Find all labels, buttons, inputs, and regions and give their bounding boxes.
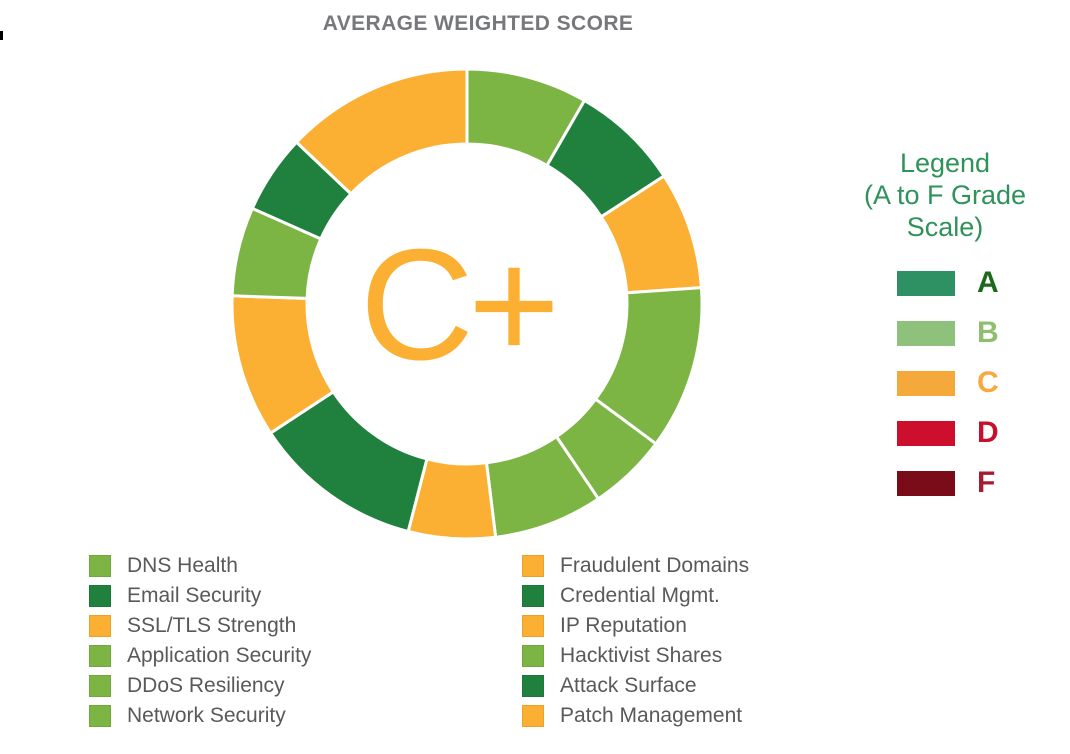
left-edge-artifact — [0, 31, 3, 40]
category-list-item: DDoS Resiliency — [89, 674, 311, 697]
category-list-item: Network Security — [89, 704, 311, 727]
category-list-item: Patch Management — [522, 704, 749, 727]
grade-letter: B — [977, 316, 999, 350]
grade-color-swatch — [897, 270, 955, 296]
legend-row-grade-a: A — [830, 266, 1060, 300]
grade-letter: F — [977, 466, 996, 500]
category-list-item: Email Security — [89, 584, 311, 607]
category-label: Email Security — [127, 584, 262, 607]
legend-row-grade-b: B — [830, 316, 1060, 350]
grade-color-swatch — [897, 320, 955, 346]
grade-letter: A — [977, 266, 999, 300]
category-label: Network Security — [127, 704, 286, 727]
category-list-right: Fraudulent Domains Credential Mgmt. IP R… — [522, 554, 750, 735]
legend-items: A B C D F — [830, 266, 1060, 500]
category-color-swatch — [89, 615, 111, 637]
category-label: Hacktivist Shares — [560, 644, 723, 667]
grade-color-swatch — [897, 370, 955, 396]
legend-title-line2: (A to F Grade Scale) — [863, 179, 1027, 242]
category-color-swatch — [522, 645, 544, 667]
category-list-item: Attack Surface — [522, 674, 749, 697]
legend-row-grade-c: C — [830, 366, 1060, 400]
grade-letter: C — [977, 366, 999, 400]
category-color-swatch — [522, 675, 544, 697]
donut-segment-patch-management[interactable] — [294, 69, 469, 196]
category-color-swatch — [89, 555, 111, 577]
category-color-swatch — [522, 615, 544, 637]
category-color-swatch — [89, 705, 111, 727]
category-label: Credential Mgmt. — [560, 584, 720, 607]
category-label: Application Security — [127, 644, 312, 667]
category-list-item: IP Reputation — [522, 614, 749, 637]
chart-title: AVERAGE WEIGHTED SCORE — [322, 12, 634, 35]
category-list-item: SSL/TLS Strength — [89, 614, 311, 637]
category-label: Patch Management — [560, 704, 743, 727]
grade-legend: Legend (A to F Grade Scale) A B C D F — [830, 148, 1060, 500]
category-list-item: Hacktivist Shares — [522, 644, 749, 667]
category-label: Attack Surface — [560, 674, 697, 697]
category-label: SSL/TLS Strength — [127, 614, 297, 637]
legend-title-line1: Legend — [899, 148, 991, 178]
legend-title: Legend (A to F Grade Scale) — [830, 148, 1060, 244]
category-color-swatch — [522, 555, 544, 577]
category-color-swatch — [89, 675, 111, 697]
legend-row-grade-f: F — [830, 466, 1060, 500]
category-label: IP Reputation — [560, 614, 687, 637]
category-label: DDoS Resiliency — [127, 674, 285, 697]
category-list-item: Application Security — [89, 644, 312, 667]
category-list-item: Fraudulent Domains — [522, 554, 750, 577]
category-color-swatch — [89, 645, 111, 667]
category-list-item: DNS Health — [89, 554, 311, 577]
category-label: DNS Health — [127, 554, 238, 577]
category-list-left: DNS Health Email Security SSL/TLS Streng… — [89, 554, 312, 735]
category-label: Fraudulent Domains — [560, 554, 750, 577]
category-color-swatch — [522, 585, 544, 607]
grade-color-swatch — [897, 470, 955, 496]
grade-letter: D — [977, 416, 999, 450]
category-color-swatch — [89, 585, 111, 607]
legend-row-grade-d: D — [830, 416, 1060, 450]
weighted-score-donut-chart — [232, 69, 702, 539]
category-color-swatch — [522, 705, 544, 727]
category-list-item: Credential Mgmt. — [522, 584, 749, 607]
grade-color-swatch — [897, 420, 955, 446]
